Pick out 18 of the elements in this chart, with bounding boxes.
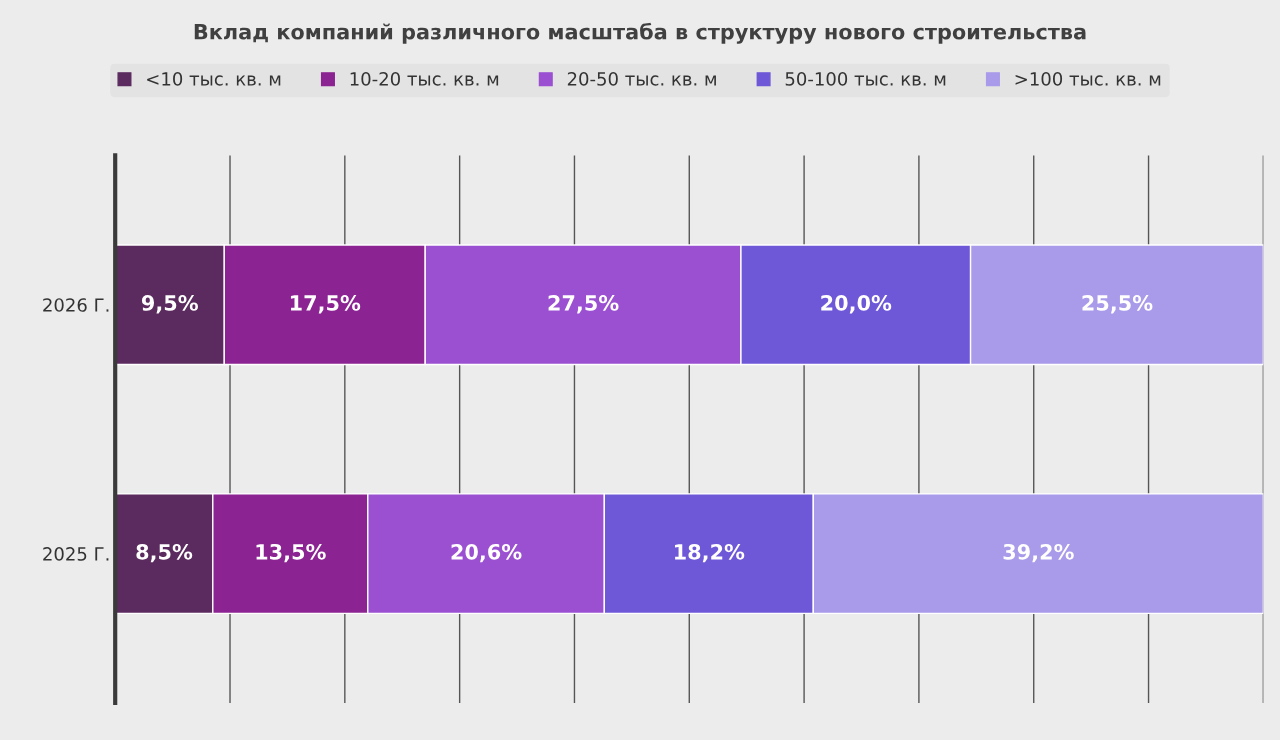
data-label: 25,5% (1082, 295, 1153, 314)
y-tick-label: 2025 Г. (43, 547, 109, 561)
data-label: 27,5% (548, 295, 619, 314)
data-label: 39,2% (1003, 543, 1074, 563)
data-label: 17,5% (290, 295, 361, 314)
legend-label: 50-100 тыс. кв. м (785, 72, 946, 86)
y-tick-label: 2026 Г. (43, 298, 109, 312)
data-label: 20,6% (451, 543, 522, 563)
legend-label: 10-20 тыс. кв. м (350, 72, 499, 86)
legend-label: >100 тыс. кв. м (1015, 72, 1161, 86)
data-label: 9,5% (141, 295, 198, 314)
data-label: 18,2% (675, 543, 745, 563)
chart-title: Вклад компаний различного масштаба в структуру нового строительства (194, 22, 1086, 44)
data-label: 13,5% (256, 543, 326, 563)
legend-label: <10 тыс. кв. м (147, 72, 281, 86)
legend-label: 20-50 тыс. кв. м (567, 72, 716, 86)
data-label: 8,5% (136, 543, 193, 563)
data-label: 20,0% (821, 295, 892, 314)
